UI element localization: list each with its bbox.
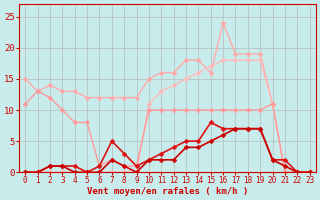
X-axis label: Vent moyen/en rafales ( km/h ): Vent moyen/en rafales ( km/h ) xyxy=(87,187,248,196)
